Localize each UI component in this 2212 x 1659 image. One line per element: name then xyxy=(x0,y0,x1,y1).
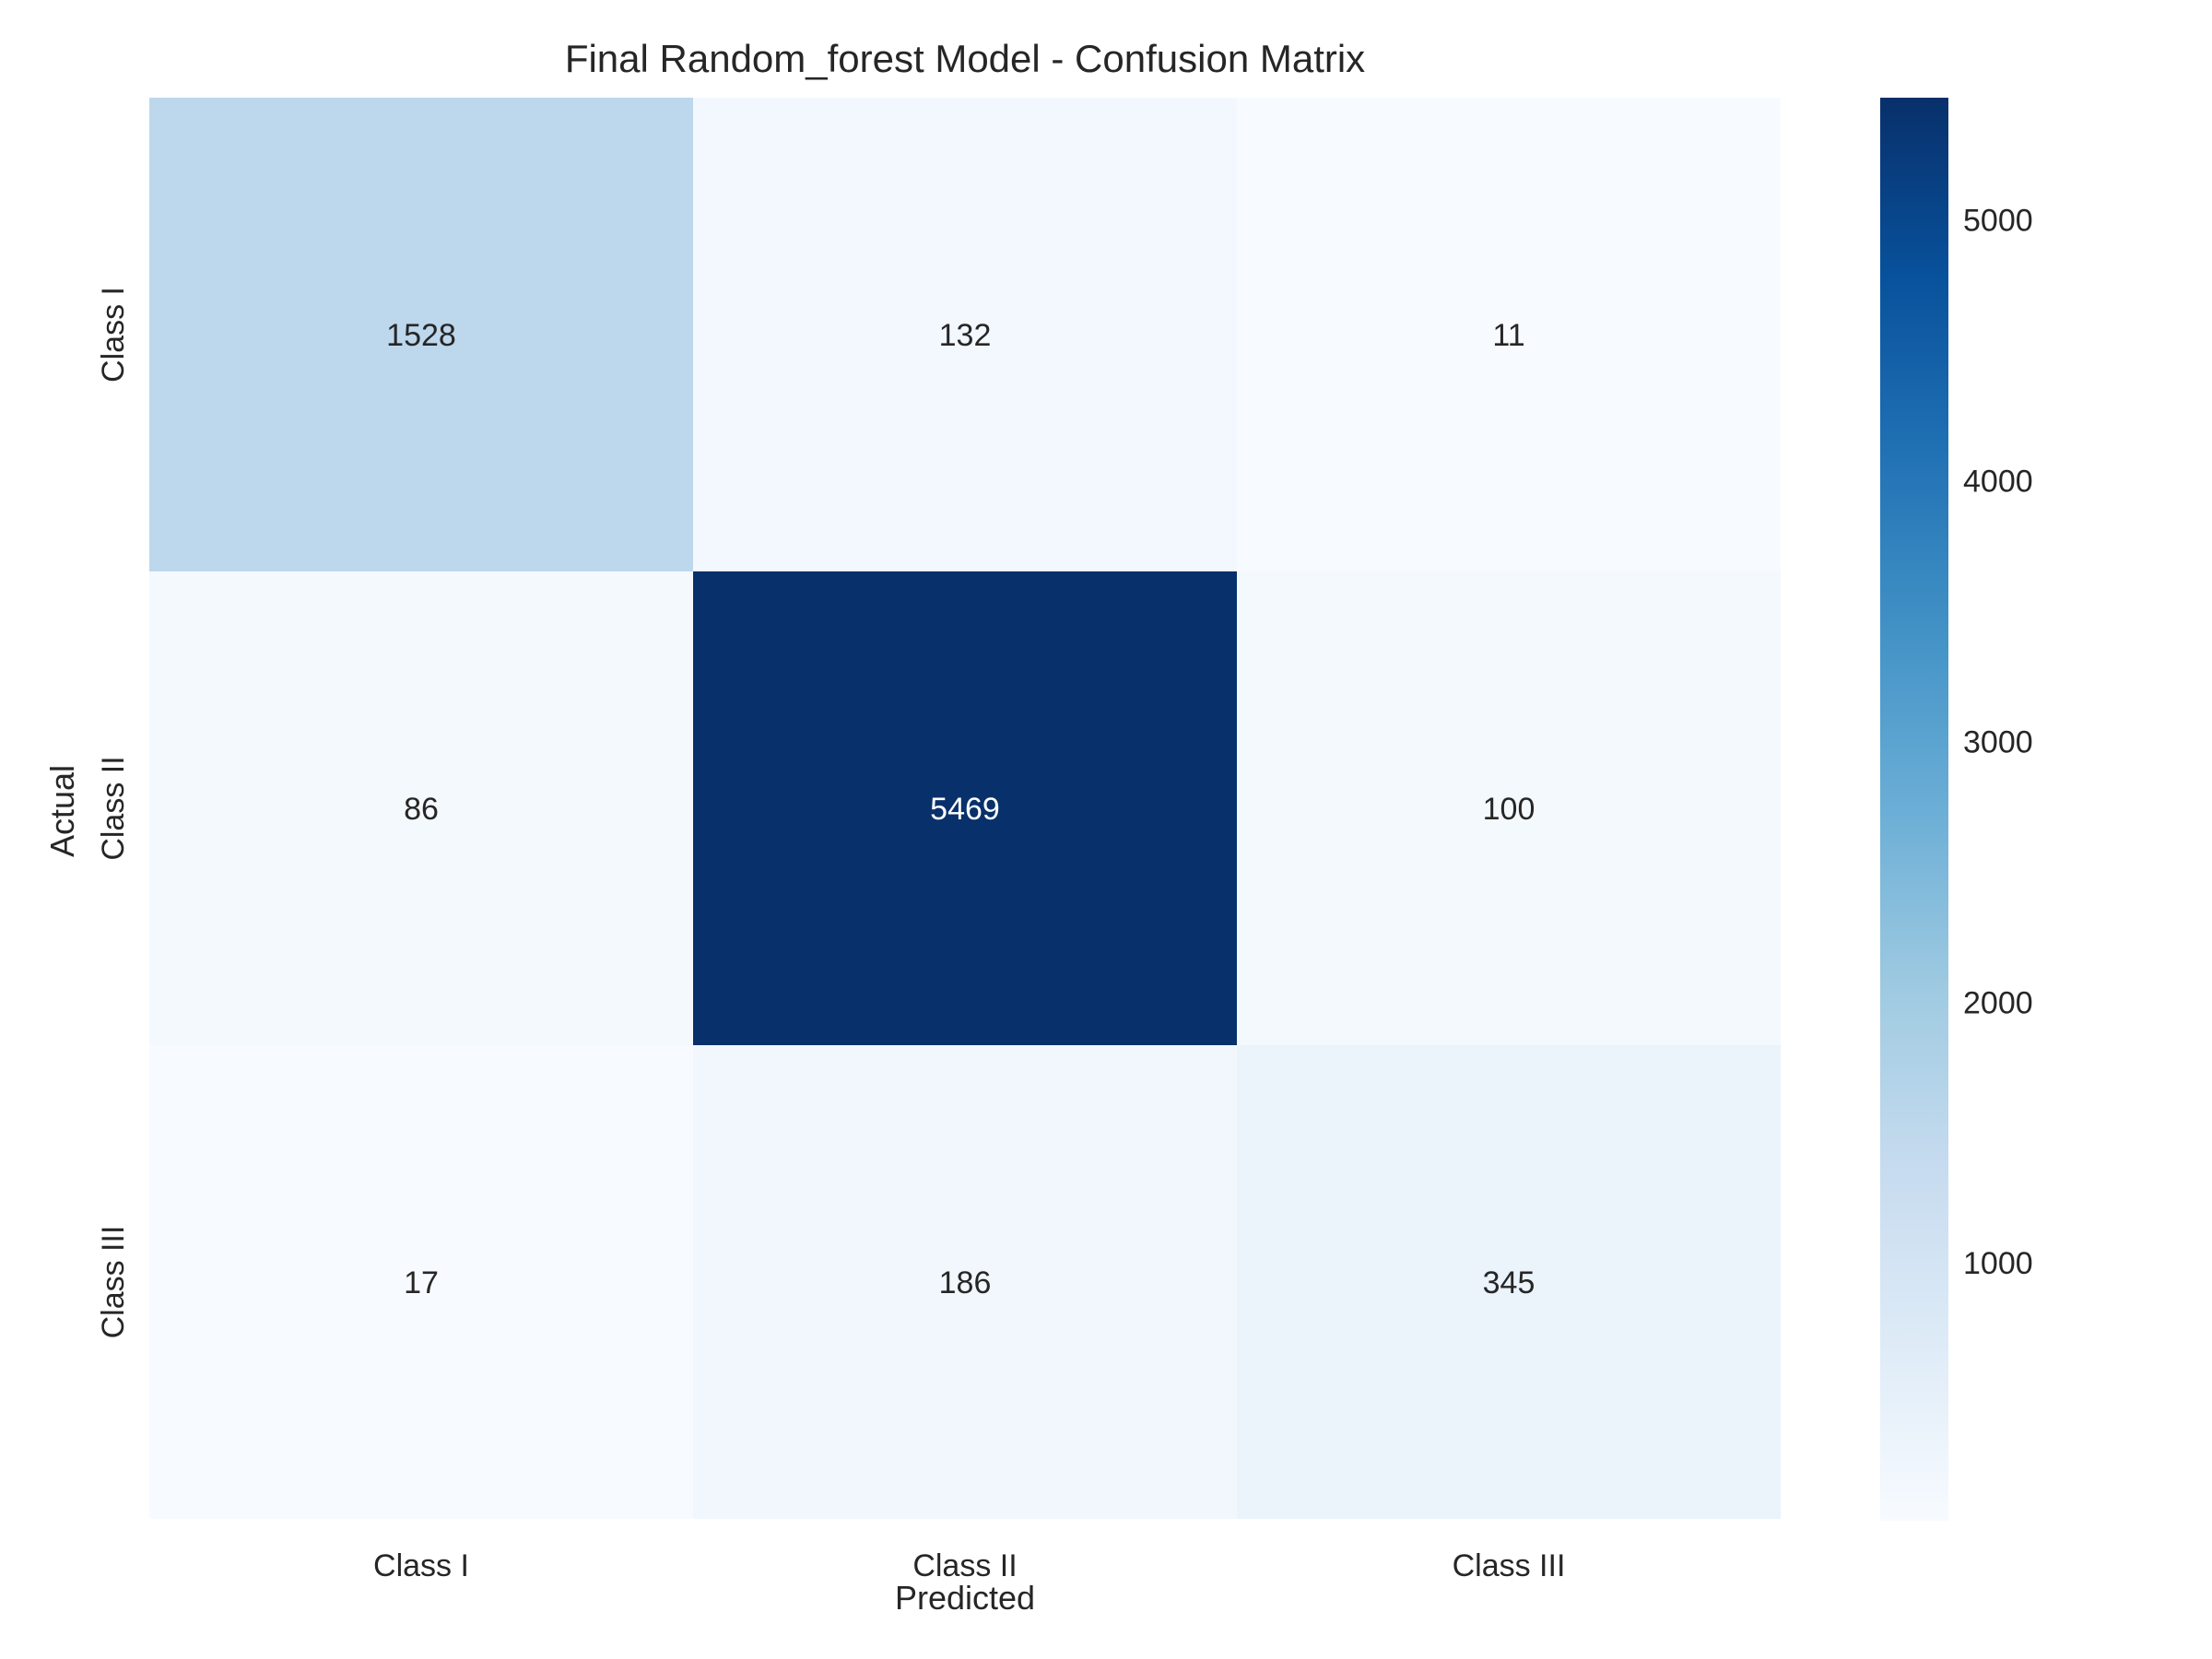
heatmap-cell xyxy=(693,1045,1237,1519)
heatmap-cell xyxy=(149,571,693,1045)
heatmap-cell xyxy=(1237,571,1781,1045)
cell-value-label: 100 xyxy=(1483,792,1535,827)
cell-value-label: 86 xyxy=(404,792,439,827)
y-tick-label: Class I xyxy=(96,287,131,382)
x-tick-label: Class I xyxy=(373,1548,469,1583)
heatmap-cell xyxy=(693,571,1237,1045)
heatmap-cell xyxy=(693,98,1237,571)
chart-title: Final Random_forest Model - Confusion Ma… xyxy=(565,37,1365,80)
x-tick-label: Class III xyxy=(1453,1548,1566,1583)
y-tick-label: Class II xyxy=(96,756,131,860)
cell-value-label: 186 xyxy=(939,1265,992,1300)
colorbar-tick-labels: 1000 2000 3000 4000 5000 xyxy=(1963,204,2033,1282)
heatmap-cell xyxy=(149,98,693,571)
cell-value-label: 17 xyxy=(404,1265,439,1300)
colorbar-tick-label: 1000 xyxy=(1963,1246,2033,1281)
x-tick-labels: Class I Class II Class III xyxy=(373,1548,1565,1583)
heatmap-cell xyxy=(149,1045,693,1519)
colorbar-tick-label: 4000 xyxy=(1963,465,2033,500)
y-tick-labels: Class I Class II Class III xyxy=(96,287,131,1338)
x-axis-label: Predicted xyxy=(895,1579,1035,1617)
cell-value-label: 11 xyxy=(1492,318,1524,353)
x-tick-label: Class II xyxy=(912,1548,1017,1583)
heatmap-cell xyxy=(1237,1045,1781,1519)
heatmap-cell-labels: 1528 132 11 86 5469 100 17 186 345 xyxy=(386,318,1535,1300)
y-tick-label: Class III xyxy=(96,1226,131,1339)
y-axis-label: Actual xyxy=(43,765,81,857)
colorbar-tick-label: 2000 xyxy=(1963,985,2033,1020)
colorbar-tick-label: 3000 xyxy=(1963,724,2033,759)
cell-value-label: 5469 xyxy=(930,792,1000,827)
colorbar-tick-label: 5000 xyxy=(1963,204,2033,239)
colorbar xyxy=(1880,98,1948,1521)
cell-value-label: 132 xyxy=(939,318,992,353)
heatmap-cell xyxy=(1237,98,1781,571)
cell-value-label: 345 xyxy=(1483,1265,1535,1300)
cell-value-label: 1528 xyxy=(386,318,456,353)
heatmap-cells xyxy=(149,98,1781,1519)
